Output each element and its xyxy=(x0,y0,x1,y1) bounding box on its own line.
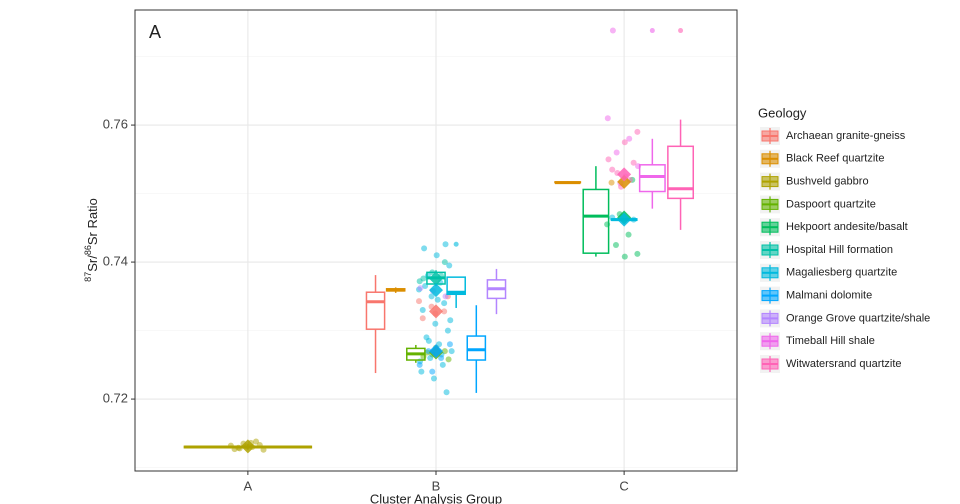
point xyxy=(418,368,425,375)
legend: Archaean granite-gneiss Black Reef quartz… xyxy=(760,127,930,373)
point xyxy=(432,320,439,327)
point xyxy=(612,241,619,248)
legend-label: Bushveld gabbro xyxy=(786,176,869,188)
y-axis-title: 87Sr/86Sr Ratio xyxy=(83,198,100,282)
point xyxy=(439,361,446,368)
legend-label: Hospital Hill formation xyxy=(786,244,893,256)
point xyxy=(609,166,616,173)
point xyxy=(421,245,428,252)
point xyxy=(427,354,434,361)
mean-marker xyxy=(240,439,255,454)
point xyxy=(442,241,449,248)
point xyxy=(609,27,616,34)
point xyxy=(608,179,615,186)
y-axis-title-part: Sr/ xyxy=(85,255,100,272)
mean-marker xyxy=(429,271,443,286)
point xyxy=(429,368,436,375)
point xyxy=(448,348,455,355)
point xyxy=(621,253,628,260)
point xyxy=(430,375,437,382)
box xyxy=(446,276,466,296)
point xyxy=(417,285,424,292)
point xyxy=(419,315,426,322)
box xyxy=(582,188,610,254)
point xyxy=(634,250,641,257)
point xyxy=(416,298,422,305)
point xyxy=(419,307,426,314)
legend-label: Hekpoort andesite/basalt xyxy=(786,221,908,233)
point xyxy=(416,361,423,368)
point xyxy=(445,356,452,363)
mean-marker xyxy=(617,167,632,182)
point xyxy=(613,149,620,156)
legend-label: Malmani dolomite xyxy=(786,290,872,302)
legend-label: Black Reef quartzite xyxy=(786,153,884,165)
y-tick-label: 0.76 xyxy=(103,117,128,132)
box xyxy=(667,145,695,200)
legend-label: Orange Grove quartzite/shale xyxy=(786,312,930,324)
point xyxy=(443,389,450,396)
box xyxy=(466,335,487,361)
point xyxy=(630,159,637,166)
point xyxy=(447,317,454,324)
y-axis-title-part: Sr Ratio xyxy=(85,198,100,245)
mean-marker xyxy=(617,212,632,227)
point xyxy=(433,252,440,259)
point xyxy=(625,231,632,238)
point xyxy=(441,308,448,315)
y-tick-label: 0.74 xyxy=(103,254,128,269)
boxes xyxy=(183,28,695,454)
x-tick-label: C xyxy=(619,478,628,493)
point xyxy=(621,139,628,146)
point xyxy=(425,337,432,344)
point xyxy=(446,262,453,269)
mean-marker xyxy=(429,304,443,319)
x-tick-label: B xyxy=(432,478,441,493)
outlier xyxy=(453,241,459,247)
y-axis-title-part: 86 xyxy=(83,245,93,255)
box xyxy=(365,291,386,330)
legend-title: Geology xyxy=(758,105,807,120)
panel-label: A xyxy=(149,22,161,42)
legend-label: Magaliesberg quartzite xyxy=(786,267,897,279)
point xyxy=(634,128,641,135)
y-axis-title-part: 87 xyxy=(83,272,93,282)
grid xyxy=(135,10,737,471)
outlier xyxy=(649,28,655,34)
point xyxy=(441,259,448,266)
mean-marker xyxy=(429,283,443,298)
box xyxy=(638,164,666,193)
point xyxy=(434,296,441,303)
legend-label: Witwatersrand quartzite xyxy=(786,358,902,370)
point xyxy=(605,156,612,163)
point xyxy=(441,300,448,307)
legend-label: Archaean granite-gneiss xyxy=(786,130,906,142)
x-axis-title: Cluster Analysis Group xyxy=(370,491,502,504)
legend-label: Daspoort quartzite xyxy=(786,198,876,210)
mean-marker xyxy=(429,344,443,359)
point xyxy=(604,115,611,122)
point xyxy=(626,135,633,142)
point xyxy=(438,354,445,361)
legend-label: Timeball Hill shale xyxy=(786,335,875,347)
point xyxy=(428,293,435,300)
point xyxy=(444,327,451,334)
outlier xyxy=(678,28,684,34)
mean-marker xyxy=(617,174,632,189)
y-tick-label: 0.72 xyxy=(103,391,128,406)
x-tick-label: A xyxy=(244,478,253,493)
point xyxy=(420,275,427,282)
point xyxy=(446,341,453,348)
